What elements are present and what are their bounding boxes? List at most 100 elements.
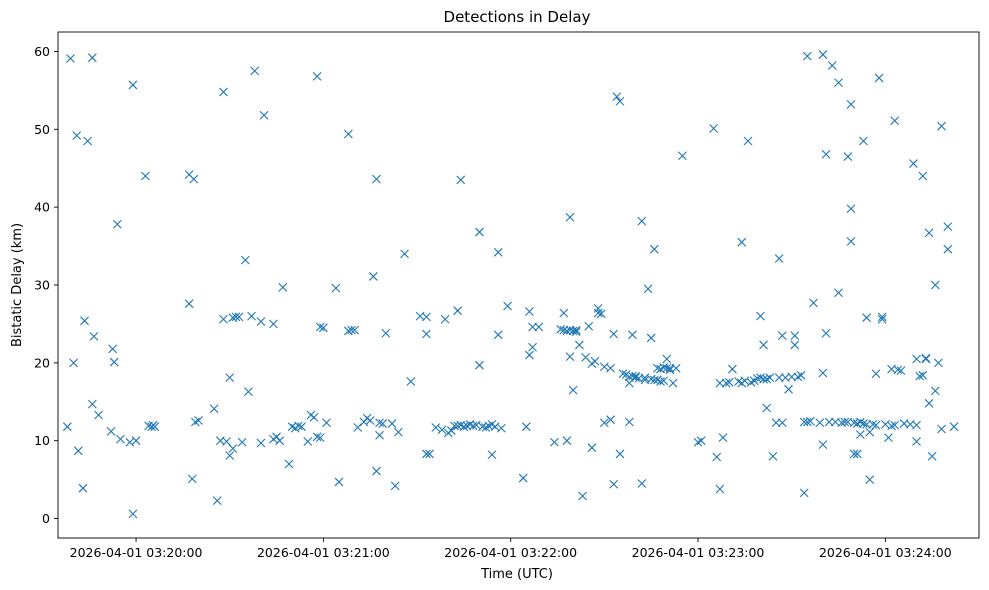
data-point bbox=[846, 100, 856, 109]
data-point bbox=[303, 437, 313, 446]
data-point bbox=[943, 222, 953, 232]
data-point bbox=[571, 327, 581, 337]
data-point bbox=[493, 330, 503, 340]
data-point bbox=[73, 446, 83, 456]
data-point bbox=[721, 378, 731, 388]
data-point bbox=[150, 422, 160, 432]
data-point bbox=[818, 50, 828, 59]
data-point bbox=[69, 358, 78, 368]
data-point bbox=[187, 474, 197, 484]
data-point bbox=[437, 425, 447, 435]
data-point bbox=[284, 459, 294, 469]
data-point bbox=[777, 418, 787, 428]
data-point bbox=[890, 116, 900, 126]
data-point bbox=[275, 436, 285, 446]
data-point bbox=[930, 386, 940, 396]
x-tick-label: 2026-04-01 03:24:00 bbox=[819, 545, 952, 560]
data-point bbox=[453, 306, 463, 316]
data-point bbox=[109, 357, 119, 367]
data-point bbox=[219, 314, 228, 324]
data-point bbox=[777, 331, 787, 340]
data-point bbox=[343, 129, 353, 139]
data-point bbox=[628, 330, 637, 340]
data-point bbox=[89, 331, 99, 341]
data-point bbox=[440, 314, 450, 324]
x-tick-label: 2026-04-01 03:22:00 bbox=[444, 545, 577, 560]
data-point bbox=[896, 366, 906, 376]
data-point bbox=[559, 308, 569, 318]
data-point bbox=[871, 420, 881, 430]
data-point bbox=[334, 477, 344, 487]
data-point bbox=[765, 373, 775, 383]
data-point bbox=[568, 385, 578, 395]
data-point bbox=[562, 436, 572, 446]
data-point bbox=[256, 317, 266, 326]
data-point bbox=[824, 417, 834, 427]
data-point bbox=[315, 433, 325, 442]
data-point bbox=[943, 244, 953, 254]
data-point bbox=[528, 342, 537, 352]
data-point bbox=[771, 418, 781, 428]
data-point bbox=[815, 418, 825, 428]
data-point bbox=[606, 363, 615, 373]
data-point bbox=[565, 212, 575, 222]
data-point bbox=[66, 54, 75, 63]
data-point bbox=[128, 509, 138, 519]
data-point bbox=[559, 325, 569, 335]
data-point bbox=[740, 376, 750, 386]
data-point bbox=[759, 340, 768, 350]
y-axis-label: Bistatic Delay (km) bbox=[10, 223, 25, 347]
data-point bbox=[862, 313, 871, 323]
data-point bbox=[372, 174, 381, 184]
x-tick-label: 2026-04-01 03:20:00 bbox=[70, 545, 203, 560]
data-point bbox=[244, 387, 253, 397]
data-point bbox=[525, 350, 534, 360]
data-point bbox=[724, 377, 734, 387]
x-tick-label: 2026-04-01 03:21:00 bbox=[257, 545, 390, 560]
data-point bbox=[852, 449, 862, 459]
data-point bbox=[609, 479, 619, 489]
data-point bbox=[934, 358, 943, 368]
data-point bbox=[696, 436, 706, 446]
data-point bbox=[624, 417, 634, 427]
data-point bbox=[368, 272, 378, 281]
data-point bbox=[574, 340, 584, 350]
data-point bbox=[550, 437, 559, 447]
data-point bbox=[194, 416, 203, 425]
data-point bbox=[318, 323, 328, 333]
data-point bbox=[849, 449, 859, 459]
data-point bbox=[487, 450, 497, 460]
data-point bbox=[350, 325, 359, 335]
data-point bbox=[762, 403, 772, 413]
data-point bbox=[496, 423, 506, 433]
data-point bbox=[656, 377, 665, 386]
data-point bbox=[949, 422, 959, 432]
data-point bbox=[587, 443, 597, 453]
data-point bbox=[809, 298, 818, 308]
data-point bbox=[768, 451, 778, 461]
data-point bbox=[87, 53, 97, 63]
data-point bbox=[578, 491, 587, 501]
data-point bbox=[393, 427, 403, 437]
data-point bbox=[528, 322, 537, 332]
data-point bbox=[108, 344, 118, 354]
data-point bbox=[353, 423, 363, 432]
data-point bbox=[72, 131, 82, 140]
data-point bbox=[125, 437, 135, 447]
data-point bbox=[422, 449, 431, 459]
data-point bbox=[309, 412, 319, 422]
data-point bbox=[225, 373, 235, 383]
data-point bbox=[312, 71, 322, 81]
data-point bbox=[503, 301, 512, 311]
data-point bbox=[787, 372, 797, 382]
data-point bbox=[446, 426, 456, 435]
data-point bbox=[78, 483, 88, 493]
data-point bbox=[378, 419, 388, 428]
data-point bbox=[599, 418, 609, 428]
data-point bbox=[425, 449, 434, 459]
data-point bbox=[615, 449, 625, 459]
plot-area bbox=[57, 31, 980, 539]
data-point bbox=[593, 303, 603, 313]
data-point bbox=[584, 321, 594, 331]
data-point bbox=[834, 78, 843, 87]
